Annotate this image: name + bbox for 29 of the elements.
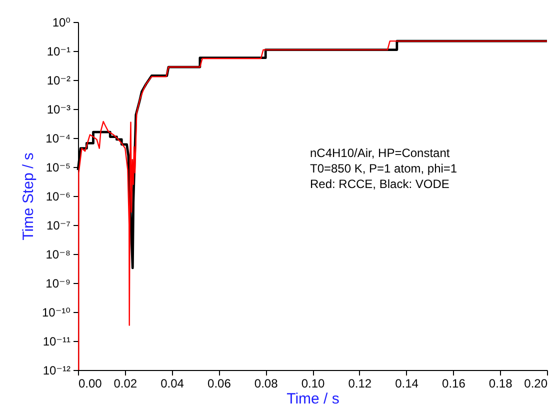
y-tick-label: 10⁻⁴ xyxy=(46,132,70,146)
annotation: Red: RCCE, Black: VODE xyxy=(310,177,450,191)
x-tick-label: 0.16 xyxy=(442,376,466,390)
annotation: T0=850 K, P=1 atom, phi=1 xyxy=(310,162,458,176)
y-tick-label: 10⁻⁵ xyxy=(46,160,71,174)
x-tick-label: 0.06 xyxy=(208,376,232,390)
x-tick-label: 0.04 xyxy=(160,376,184,390)
y-tick-label: 10⁰ xyxy=(52,16,71,30)
y-tick-label: 10⁻⁸ xyxy=(46,248,70,262)
y-tick-label: 10⁻¹² xyxy=(42,364,70,378)
x-tick-label: 0.14 xyxy=(395,376,419,390)
x-tick-label: 0.10 xyxy=(301,376,325,390)
x-tick-label: 0.18 xyxy=(488,376,513,390)
y-tick-label: 10⁻² xyxy=(46,74,70,88)
x-tick-label: 0.20 xyxy=(524,376,548,390)
y-tick-label: 10⁻¹¹ xyxy=(42,334,70,348)
y-tick-label: 10⁻⁷ xyxy=(46,218,70,232)
x-tick-label: 0.00 xyxy=(78,376,102,390)
y-tick-label: 10⁻¹ xyxy=(46,44,70,58)
x-tick-label: 0.12 xyxy=(348,376,372,390)
x-axis-title: Time / s xyxy=(286,390,340,408)
x-tick-label: 0.02 xyxy=(114,376,138,390)
y-tick-label: 10⁻⁶ xyxy=(46,190,71,204)
y-tick-label: 10⁻⁹ xyxy=(46,276,70,290)
y-tick-label: 10⁻³ xyxy=(46,102,70,116)
y-tick-label: 10⁻¹⁰ xyxy=(42,306,71,320)
annotation: nC4H10/Air, HP=Constant xyxy=(310,146,450,160)
y-axis-title: Time Step / s xyxy=(20,152,38,240)
x-tick-label: 0.08 xyxy=(254,376,278,390)
